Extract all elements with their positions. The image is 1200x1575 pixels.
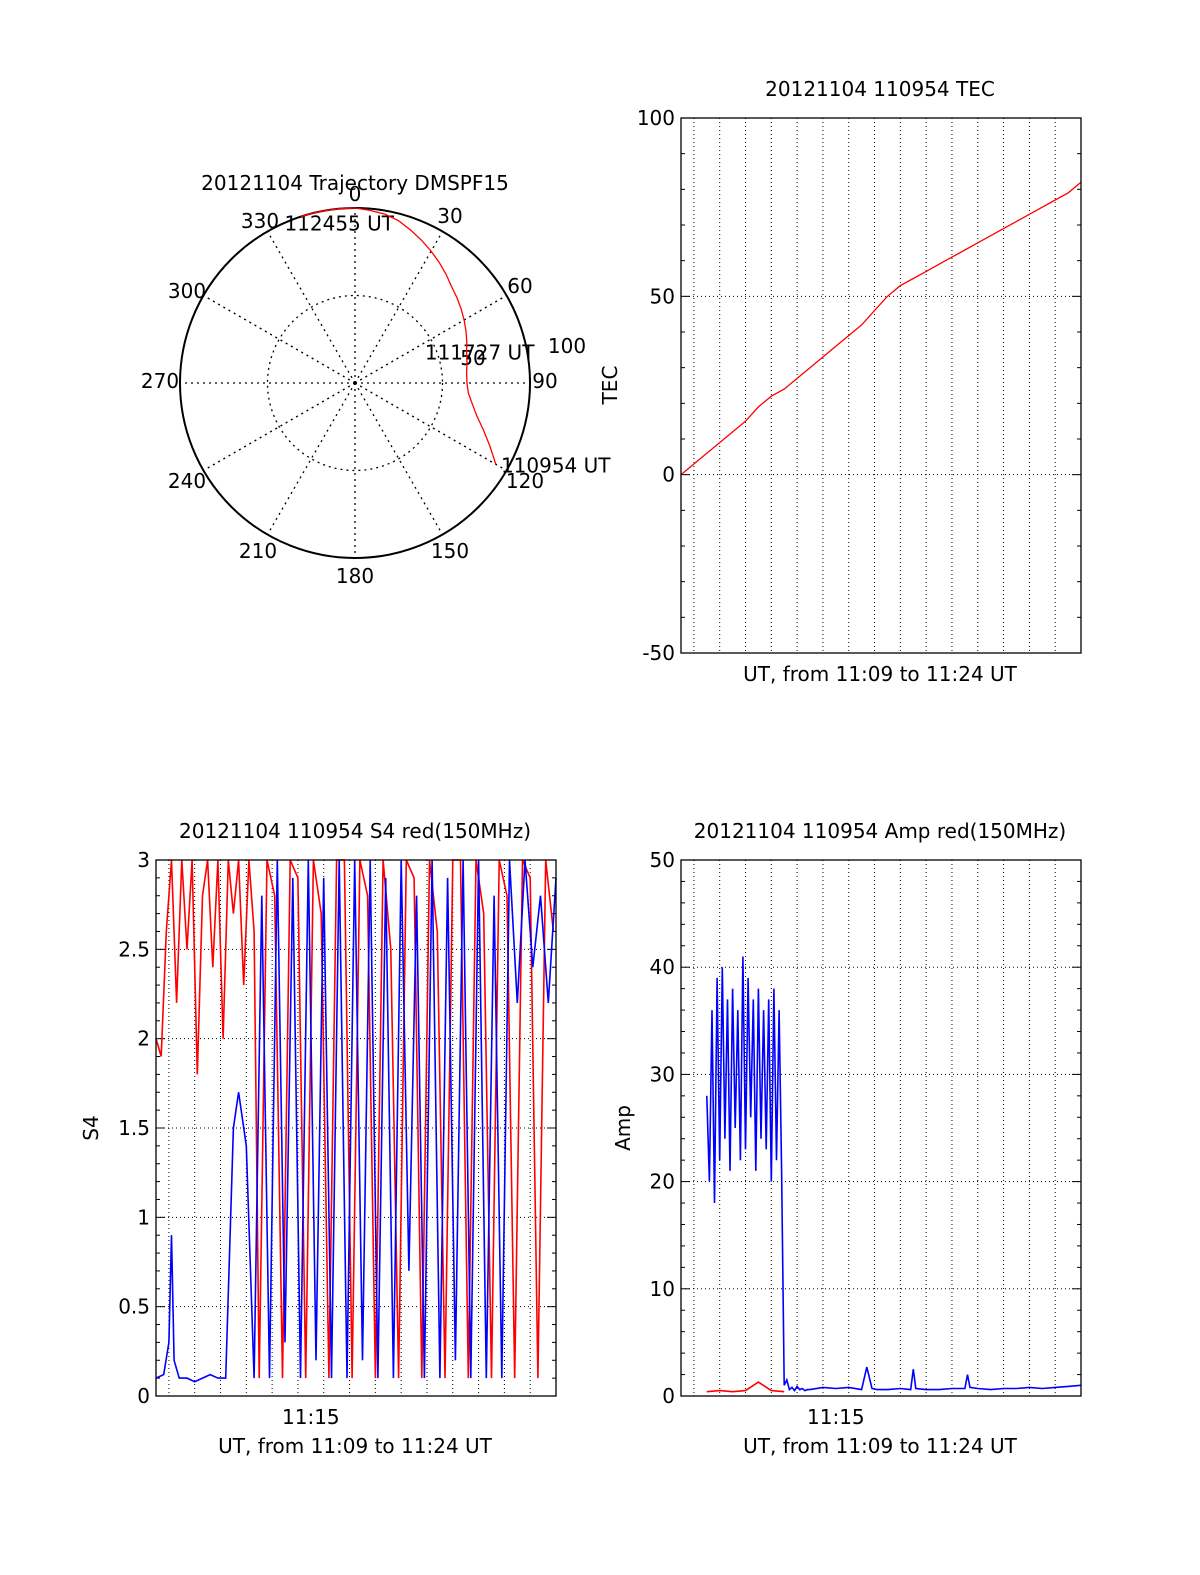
s4-ylabel: S4 [79, 1115, 103, 1140]
polar-title: 20121104 Trajectory DMSPF15 [201, 171, 509, 195]
polar-angle-label: 150 [431, 539, 469, 563]
amp-ytick-label: 30 [650, 1062, 675, 1086]
amp-title: 20121104 110954 Amp red(150MHz) [694, 819, 1066, 843]
amp-ytick-label: 20 [650, 1170, 675, 1194]
amp-series-red [706, 1381, 785, 1393]
tec-frame [680, 117, 1082, 654]
polar-trajectory-line [300, 207, 497, 465]
amp-series-blue [706, 956, 1082, 1392]
polar-spoke [354, 382, 444, 535]
amp-chart: 20121104 110954 Amp red(150MHz) UT, from… [611, 819, 1082, 1458]
amp-frame [680, 859, 1082, 1397]
polar-spoke [354, 294, 507, 384]
polar-angle-label: 30 [437, 204, 462, 228]
tec-chart: 20121104 110954 TEC UT, from 11:09 to 11… [598, 77, 1082, 686]
tec-ytick-label: 100 [637, 106, 675, 130]
polar-angle-label: 0 [349, 182, 362, 206]
tec-ytick-label: 0 [662, 463, 675, 487]
polar-angle-label: 240 [168, 469, 206, 493]
tec-ytick-label: -50 [642, 641, 675, 665]
s4-ytick-label: 0 [137, 1384, 150, 1408]
polar-time-annotation: 112455 UT [284, 212, 394, 236]
polar-radial-label: 50 [460, 346, 485, 370]
amp-ytick-label: 40 [650, 955, 675, 979]
polar-angle-label: 270 [141, 369, 179, 393]
polar-radial-label: 100 [548, 334, 586, 358]
polar-spoke [266, 231, 356, 384]
polar-time-annotation: 110954 UT [501, 453, 611, 477]
polar-spoke [203, 382, 356, 472]
s4-series-blue [155, 859, 557, 1383]
s4-chart: 20121104 110954 S4 red(150MHz) UT, from … [79, 819, 557, 1458]
tec-xlabel: UT, from 11:09 to 11:24 UT [743, 662, 1018, 686]
amp-ylabel: Amp [611, 1105, 635, 1151]
amp-xtick-label: 11:15 [807, 1405, 865, 1429]
polar-angle-label: 300 [168, 279, 206, 303]
s4-ytick-label: 1.5 [118, 1116, 150, 1140]
polar-inner-ring [266, 294, 444, 472]
polar-trajectory [300, 207, 497, 465]
polar-angle-labels: 0 30 60 90 120 150 180 210 240 270 300 330 50 100 1124… [141, 182, 611, 588]
trajectory-polar-plot: 20121104 Trajectory DMSPF15 0 30 60 90 120 15… [141, 171, 611, 588]
polar-angle-label: 210 [239, 539, 277, 563]
amp-xlabel: UT, from 11:09 to 11:24 UT [743, 1434, 1018, 1458]
tec-title: 20121104 110954 TEC [765, 77, 995, 101]
polar-angle-label: 330 [241, 209, 279, 233]
polar-angle-label: 60 [507, 274, 532, 298]
amp-ytick-label: 0 [662, 1384, 675, 1408]
polar-time-annotation: 111727 UT [425, 340, 535, 364]
s4-ytick-label: 3 [137, 848, 150, 872]
polar-spoke [266, 382, 356, 535]
s4-ytick-label: 1 [137, 1205, 150, 1229]
amp-ytick-label: 50 [650, 848, 675, 872]
polar-angle-label: 180 [336, 564, 374, 588]
polar-spoke [203, 294, 356, 384]
s4-xtick-label: 11:15 [282, 1405, 340, 1429]
polar-angle-label: 120 [506, 469, 544, 493]
polar-spoke [354, 382, 507, 472]
polar-spoke [354, 231, 444, 384]
s4-ytick-label: 0.5 [118, 1295, 150, 1319]
s4-ytick-label: 2 [137, 1027, 150, 1051]
polar-grid [179, 207, 531, 559]
amp-ytick-label: 10 [650, 1277, 675, 1301]
tec-ytick-label: 50 [650, 284, 675, 308]
tec-ylabel: TEC [598, 366, 622, 406]
polar-angle-label: 90 [532, 369, 557, 393]
s4-frame [155, 859, 557, 1397]
s4-title: 20121104 110954 S4 red(150MHz) [179, 819, 531, 843]
s4-xlabel: UT, from 11:09 to 11:24 UT [218, 1434, 493, 1458]
tec-series-red [680, 181, 1082, 476]
s4-ytick-label: 2.5 [118, 937, 150, 961]
